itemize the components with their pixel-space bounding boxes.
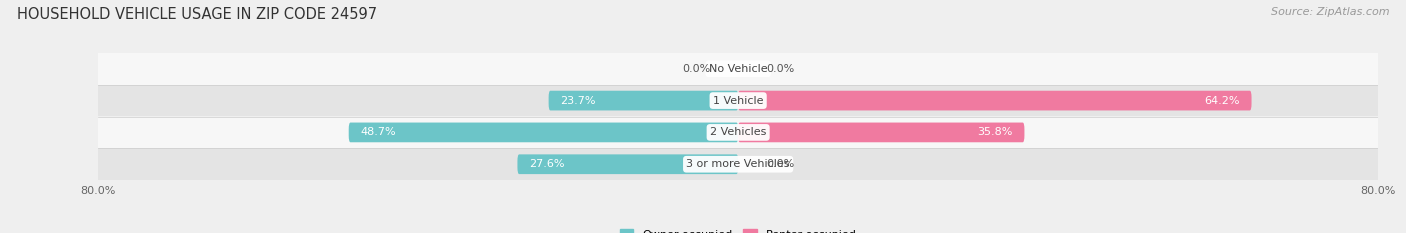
Legend: Owner-occupied, Renter-occupied: Owner-occupied, Renter-occupied [616,225,860,233]
Bar [98,53,1378,85]
Text: 3 or more Vehicles: 3 or more Vehicles [686,159,790,169]
Text: 1 Vehicle: 1 Vehicle [713,96,763,106]
FancyBboxPatch shape [548,91,738,110]
Text: Source: ZipAtlas.com: Source: ZipAtlas.com [1271,7,1389,17]
Bar [98,148,1378,180]
Text: 35.8%: 35.8% [977,127,1012,137]
Text: No Vehicle: No Vehicle [709,64,768,74]
Text: 0.0%: 0.0% [682,64,710,74]
Text: 23.7%: 23.7% [561,96,596,106]
FancyBboxPatch shape [738,91,1251,110]
Bar [98,85,1378,116]
Text: 48.7%: 48.7% [361,127,396,137]
FancyBboxPatch shape [738,123,1025,142]
Text: 64.2%: 64.2% [1204,96,1240,106]
FancyBboxPatch shape [349,123,738,142]
FancyBboxPatch shape [517,154,738,174]
Text: HOUSEHOLD VEHICLE USAGE IN ZIP CODE 24597: HOUSEHOLD VEHICLE USAGE IN ZIP CODE 2459… [17,7,377,22]
Text: 27.6%: 27.6% [530,159,565,169]
Text: 0.0%: 0.0% [766,64,794,74]
Bar [98,116,1378,148]
Text: 2 Vehicles: 2 Vehicles [710,127,766,137]
Text: 0.0%: 0.0% [766,159,794,169]
